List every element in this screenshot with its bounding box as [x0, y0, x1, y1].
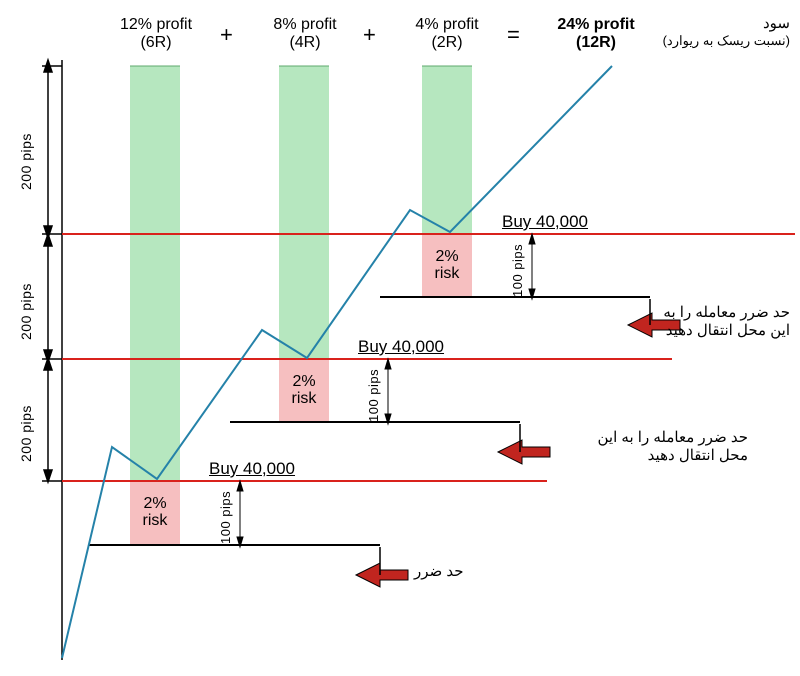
profit-r-3: (2R)	[431, 34, 462, 51]
pips-label-200-1: 200 pips	[18, 108, 34, 190]
profit-label-1: 12% profit (6R)	[108, 16, 204, 51]
profit-total: 24% profit (12R)	[536, 16, 656, 51]
persian-profit: سود	[763, 15, 790, 32]
risk-pct-3: 2%	[435, 248, 458, 265]
profit-pct-1: 12% profit	[120, 16, 192, 33]
persian-sl-3-l1: حد ضرر معامله را به	[663, 304, 790, 321]
persian-sl-2: حد ضرر معامله را به این محل انتقال دهید	[558, 428, 748, 464]
risk-word-1: risk	[143, 512, 168, 529]
pips-label-200-3: 200 pips	[18, 380, 34, 462]
plus-2: +	[363, 22, 376, 48]
buy-label-1: Buy 40,000	[209, 459, 295, 479]
profit-label-2: 8% profit (4R)	[260, 16, 350, 51]
risk-word-3: risk	[435, 265, 460, 282]
profit-total-pct: 24% profit	[557, 16, 634, 33]
risk-pct-2: 2%	[292, 373, 315, 390]
diagram-canvas: 12% profit (6R) + 8% profit (4R) + 4% pr…	[0, 0, 800, 676]
persian-sl-3-l2: این محل انتقال دهید	[666, 322, 790, 339]
persian-header: سود (نسبت ریسک به ریوارد)	[663, 14, 790, 49]
profit-pct-2: 8% profit	[273, 16, 336, 33]
pips-label-100-2: 100 pips	[366, 364, 381, 422]
profit-label-3: 4% profit (2R)	[402, 16, 492, 51]
persian-sl-2-l2: محل انتقال دهید	[648, 447, 748, 464]
equals: =	[507, 22, 520, 48]
persian-sl-2-l1: حد ضرر معامله را به این	[597, 429, 748, 446]
risk-label-1: 2% risk	[136, 496, 174, 530]
persian-rr: (نسبت ریسک به ریوارد)	[663, 33, 790, 48]
persian-sl-3: حد ضرر معامله را به این محل انتقال دهید	[610, 303, 790, 339]
risk-pct-1: 2%	[143, 495, 166, 512]
profit-pct-3: 4% profit	[415, 16, 478, 33]
pips-label-100-1: 100 pips	[218, 486, 233, 544]
profit-r-2: (4R)	[289, 34, 320, 51]
profit-total-r: (12R)	[576, 34, 616, 51]
risk-label-2: 2% risk	[285, 374, 323, 408]
plus-1: +	[220, 22, 233, 48]
buy-label-2: Buy 40,000	[358, 337, 444, 357]
buy-label-3: Buy 40,000	[502, 212, 588, 232]
profit-r-1: (6R)	[140, 34, 171, 51]
pips-label-100-3: 100 pips	[510, 239, 525, 297]
persian-sl-1: حد ضرر	[414, 562, 464, 580]
risk-label-3: 2% risk	[428, 249, 466, 283]
risk-word-2: risk	[292, 390, 317, 407]
pips-label-200-2: 200 pips	[18, 258, 34, 340]
